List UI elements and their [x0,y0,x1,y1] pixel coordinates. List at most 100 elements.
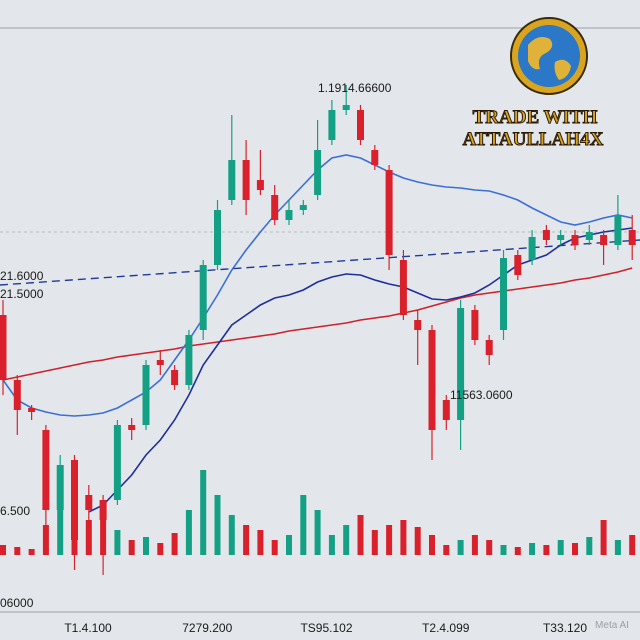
moving-average [88,227,633,513]
logo-globe [518,25,580,87]
volume-bar [143,537,149,555]
candle-body [13,380,21,410]
candle-body [0,315,7,380]
volume-bar [328,535,335,555]
volume-bar [529,543,536,555]
volume-bar [543,545,550,555]
candle-body [357,110,364,140]
logo: TRADE WITH ATTAULLAH4X [462,17,604,151]
candle-body [600,235,608,245]
volume-bar [371,530,378,555]
moving-average [2,267,633,381]
volume-bar [228,515,235,555]
price-annotation: 1.1914.66600 [318,81,392,95]
volume-bar [471,535,478,555]
candle-body [342,105,350,110]
volume-bar [0,545,6,555]
volume-bar [57,510,64,555]
candle-body [314,150,322,195]
price-annotation: 21.5000 [0,287,44,301]
logo-line2: ATTAULLAH4X [463,129,604,150]
volume-bar [200,470,207,555]
volume-bar [14,547,21,555]
candle-body [128,425,136,430]
candle-body [185,335,193,385]
candle-body [56,465,64,510]
volume-bar [600,520,607,555]
volume-bar [286,535,292,555]
candle-body [328,110,336,140]
volume-bar [572,543,578,555]
volume-bar [171,533,178,555]
volume-bar [114,530,121,555]
candle-body [585,232,593,240]
candle-body [42,430,50,510]
price-annotation: 06000 [0,596,34,610]
x-tick-label: T1.4.100 [64,621,112,635]
candle-body [271,195,279,220]
x-tick-label: T2.4.099 [422,621,470,635]
candle-body [199,265,207,330]
candle-body [113,425,121,500]
x-tick-label: TS95.102 [300,621,352,635]
x-tick-label: T33.120 [543,621,587,635]
candle-body [628,230,636,245]
candle-body [256,180,264,190]
volume-bar [128,540,135,555]
volume-bar [386,525,393,555]
volume-bar [400,520,407,555]
watermark: Meta AI [595,620,629,631]
price-annotation: 6.500 [0,504,30,518]
volume-bar [257,530,264,555]
volume-bar [343,525,350,555]
candle-body [85,495,93,510]
candle-body [214,210,221,265]
candle-body [99,500,107,520]
candle-body [228,160,236,200]
candle-body [457,308,465,420]
volume-bar [629,535,636,555]
price-annotation: 11563.0600 [450,388,513,402]
volume-bar [271,540,278,555]
candle-body [299,205,307,210]
volume-bar [443,545,450,555]
volume-bar [514,547,521,555]
volume-bar [85,520,92,555]
candle-body [528,237,536,260]
x-tick-label: 7279.200 [182,621,232,635]
volume-bar [314,510,321,555]
volume-bar [614,540,621,555]
price-annotation: 21.6000 [0,269,44,283]
volume-bar [357,515,364,555]
candle-body [28,408,36,412]
volume-bar [457,540,464,555]
candle-body [285,210,293,220]
volume-bar [157,543,164,555]
candle-body [371,150,379,165]
candle-body [156,360,164,365]
volume-bar [486,540,493,555]
volume-bar [243,525,250,555]
volume-bar [500,545,507,555]
candle-body [614,215,622,245]
candle-body [399,260,407,315]
candle-body [571,235,579,245]
candle-body [514,255,522,275]
candle-body [414,320,422,330]
volume-bar [429,535,435,555]
candle-body [442,400,450,420]
candle-body [142,365,150,425]
candle-body [428,330,436,430]
logo-land [528,37,571,80]
candle-body [171,370,179,385]
volume-bar [586,537,593,555]
candle-body [71,460,78,540]
candle-body [471,310,479,340]
volume-bar [214,495,221,555]
candle-body [542,230,550,240]
volume-bar [557,540,564,555]
volume-bar [185,510,192,555]
volume-bar [28,549,35,555]
